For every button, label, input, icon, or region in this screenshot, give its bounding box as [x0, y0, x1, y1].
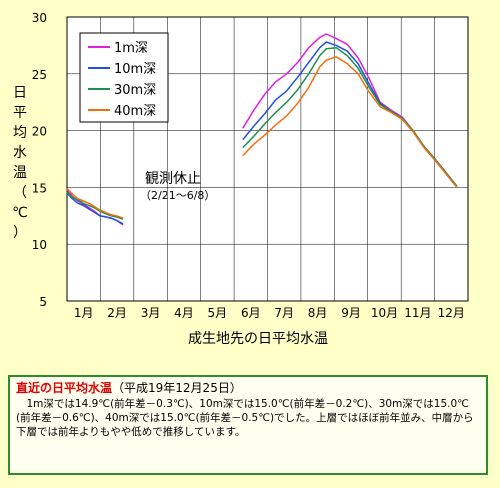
x-tick-label: 5月	[208, 306, 228, 320]
x-tick-labels: 1月 2月 3月 4月 5月 6月 7月 8月 9月 10月 11月 12月	[74, 306, 465, 320]
series-line-30m深	[66, 191, 124, 220]
y-tick-label: 25	[32, 68, 47, 82]
legend-label: 1m深	[114, 41, 148, 56]
legend-label: 40m深	[114, 104, 156, 119]
legend: 1m深 10m深 30m深 40m深	[88, 41, 156, 119]
x-tick-label: 2月	[107, 306, 127, 320]
legend-label: 30m深	[114, 83, 156, 98]
series-line-40m深	[242, 56, 458, 188]
info-header: 直近の日平均水温（平成19年12月25日）	[16, 380, 480, 396]
x-axis-label: 成生地先の日平均水温	[188, 331, 328, 347]
y-tick-label: 15	[32, 181, 47, 195]
y-tick-label: 10	[32, 238, 47, 252]
info-body: 1m深では14.9℃(前年差－0.3℃)、10m深では15.0℃(前年差－0.2…	[16, 398, 474, 438]
y-tick-labels: 5 10 15 20 25 30	[32, 11, 47, 309]
series-line-10m深	[66, 192, 124, 225]
x-tick-label: 7月	[274, 306, 294, 320]
latest-info-panel: 直近の日平均水温（平成19年12月25日） 1m深では14.9℃(前年差－0.3…	[8, 375, 488, 475]
series-line-40m深	[66, 187, 124, 219]
legend-label: 10m深	[114, 62, 156, 77]
annotation-sub: （2/21～6/8）	[140, 189, 215, 202]
info-title: 直近の日平均水温	[16, 381, 113, 395]
series-lines	[66, 33, 458, 226]
x-tick-label: 9月	[341, 306, 361, 320]
y-tick-label: 30	[32, 11, 47, 25]
x-tick-label: 11月	[404, 306, 431, 320]
annotation-main: 観測休止	[145, 170, 201, 187]
x-tick-label: 1月	[74, 306, 94, 320]
x-tick-label: 8月	[308, 306, 328, 320]
y-tick-label: 5	[39, 295, 47, 309]
x-tick-label: 10月	[371, 306, 398, 320]
x-tick-label: 12月	[438, 306, 465, 320]
x-tick-label: 4月	[174, 306, 194, 320]
x-tick-label: 3月	[141, 306, 161, 320]
y-tick-label: 20	[32, 125, 47, 139]
y-axis-label: 日平均水温（℃）	[12, 85, 28, 241]
info-date: （平成19年12月25日）	[112, 381, 242, 395]
x-tick-label: 6月	[241, 306, 261, 320]
